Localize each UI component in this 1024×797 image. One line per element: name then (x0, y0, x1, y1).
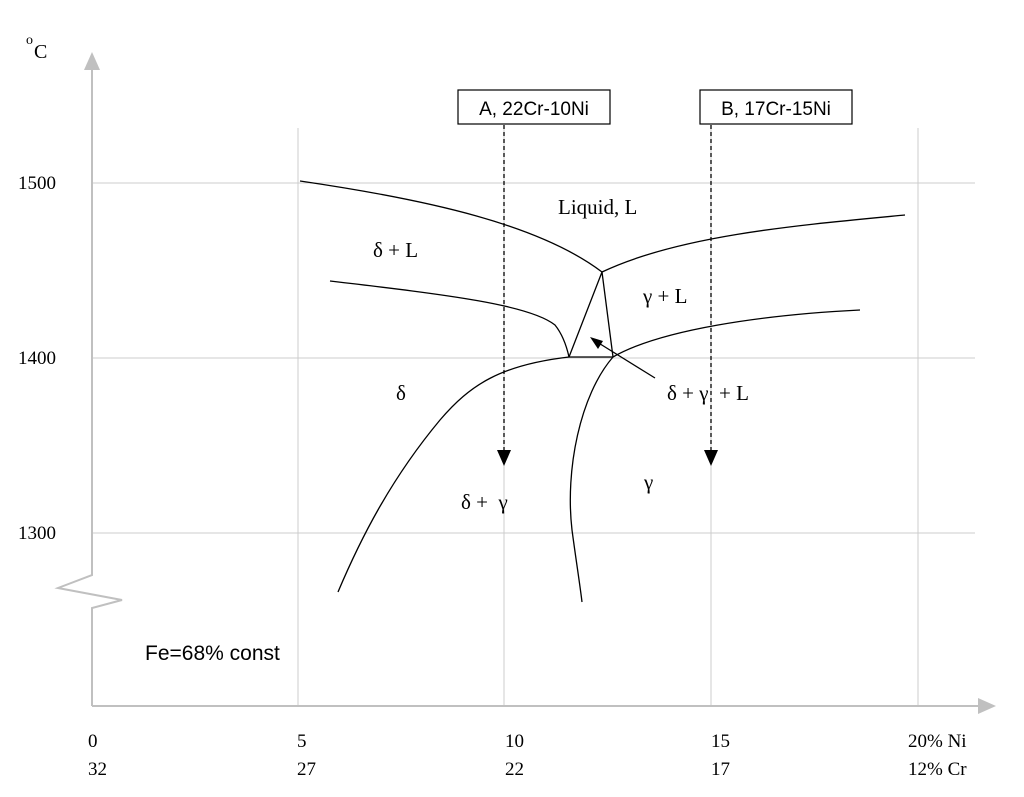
solidus-gamma-curve (612, 309, 861, 358)
alloy-a-label: A, 22Cr-10Ni (479, 99, 589, 120)
x-tick-label-cr: 17 (711, 759, 730, 780)
alloy-b-box (699, 89, 853, 125)
region-label-delta: δ (396, 381, 406, 405)
region-label-gamma: γ (643, 470, 653, 494)
solidus-delta-curve (329, 280, 570, 358)
delta-solvus-curve (337, 356, 570, 593)
x-tick-label-cr: 12% Cr (908, 759, 967, 780)
x-tick-label-cr: 22 (505, 759, 524, 780)
y-axis-line (54, 70, 123, 706)
region-label-delta-l: δ + L (373, 238, 418, 262)
x-tick-label-cr: 27 (297, 759, 316, 780)
x-tick-label-ni: 5 (297, 731, 307, 752)
axes (54, 70, 980, 707)
phase-boundaries (299, 180, 906, 603)
three-phase-pointer (596, 341, 656, 379)
alloy-b-label: B, 17Cr-15Ni (721, 99, 831, 120)
y-tick-label: 1500 (18, 173, 56, 194)
region-label-liquid: Liquid, L (558, 195, 637, 219)
y-tick-label: 1300 (18, 523, 56, 544)
alloy-a-box (457, 89, 611, 125)
x-tick-label-ni: 15 (711, 731, 730, 752)
y-unit-superscript: o (26, 33, 33, 48)
region-label-gamma-l: γ + L (642, 284, 687, 308)
liquidus-gamma-curve (601, 214, 906, 273)
x-tick-label-ni: 10 (505, 731, 524, 752)
y-axis-arrow-icon (84, 52, 100, 70)
x-tick-label-cr: 32 (88, 759, 107, 780)
x-tick-label-ni: 0 (88, 731, 98, 752)
grid (92, 128, 975, 706)
three-phase-triangle (568, 271, 614, 358)
region-label-delta-gamma-l: δ + γ + L (667, 381, 749, 405)
x-axis-arrow-icon (978, 698, 996, 714)
three-phase-pointer-arrowhead-icon (590, 337, 603, 349)
x-tick-label-ni: 20% Ni (908, 731, 967, 752)
liquidus-delta-curve (299, 180, 603, 273)
y-unit-label: C (34, 41, 47, 63)
region-label-delta-gamma: δ + γ (461, 490, 508, 514)
alloy-b-arrowhead-icon (704, 450, 718, 466)
gamma-solvus-curve (569, 356, 614, 603)
alloy-a-arrowhead-icon (497, 450, 511, 466)
composition-note: Fe=68% const (145, 642, 280, 665)
y-tick-label: 1400 (18, 348, 56, 369)
